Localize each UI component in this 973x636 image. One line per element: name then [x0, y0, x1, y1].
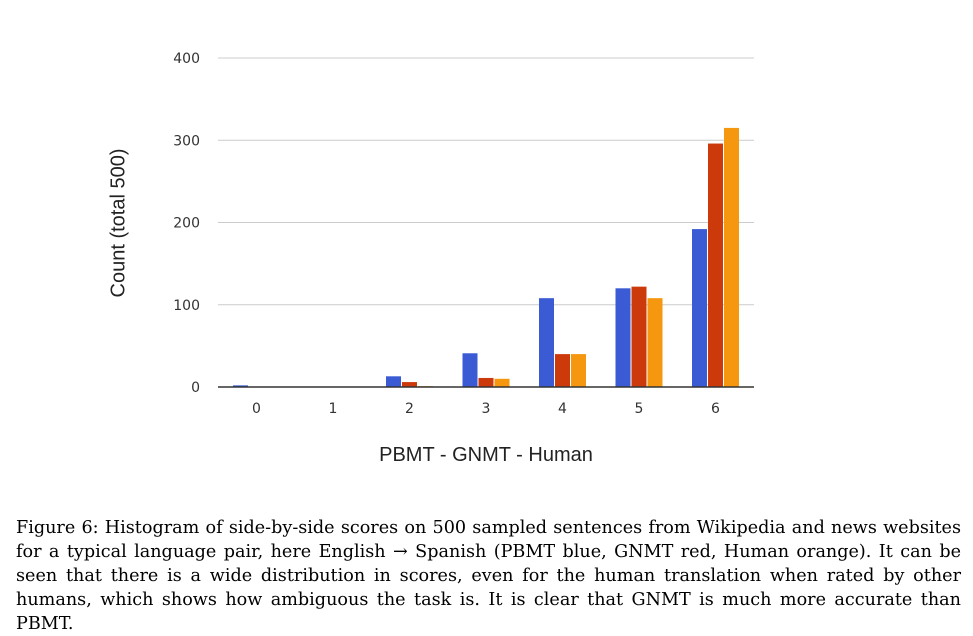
y-tick-label: 300: [173, 133, 200, 149]
x-tick-label: 4: [558, 401, 567, 417]
x-axis-title: PBMT - GNMT - Human: [379, 444, 593, 466]
x-tick-label: 2: [405, 401, 414, 417]
bar-human-4: [571, 354, 586, 387]
bar-gnmt-6: [708, 143, 723, 387]
bar-gnmt-4: [555, 354, 570, 387]
bar-human-3: [494, 378, 510, 387]
bars: [233, 127, 739, 387]
bar-gnmt-5: [631, 286, 647, 387]
bar-human-5: [647, 298, 663, 387]
gridlines: [218, 57, 754, 306]
figure-caption: Figure 6: Histogram of side-by-side scor…: [16, 518, 961, 634]
x-tick-label: 1: [329, 401, 338, 417]
bar-gnmt-3: [478, 377, 494, 387]
bar-pbmt-6: [692, 229, 707, 387]
bar-pbmt-4: [539, 298, 554, 387]
y-tick-label: 400: [173, 51, 200, 67]
bar-pbmt-5: [615, 288, 631, 387]
x-tick-label: 3: [482, 401, 491, 417]
y-tick-labels: 0 100 200 300 400: [173, 51, 200, 396]
x-tick-labels: 0 1 2 3 4 5 6: [252, 401, 720, 417]
y-tick-label: 100: [173, 298, 200, 314]
x-tick-label: 6: [711, 401, 720, 417]
x-tick-label: 0: [252, 401, 261, 417]
bar-human-6: [724, 127, 739, 387]
y-tick-label: 0: [191, 380, 200, 396]
x-tick-label: 5: [635, 401, 644, 417]
y-axis-title: Count (total 500): [107, 149, 129, 298]
y-tick-label: 200: [173, 216, 200, 232]
bar-pbmt-3: [462, 353, 478, 387]
bar-pbmt-0: [233, 385, 248, 387]
bar-gnmt-2: [402, 382, 417, 387]
bar-pbmt-2: [386, 376, 401, 387]
